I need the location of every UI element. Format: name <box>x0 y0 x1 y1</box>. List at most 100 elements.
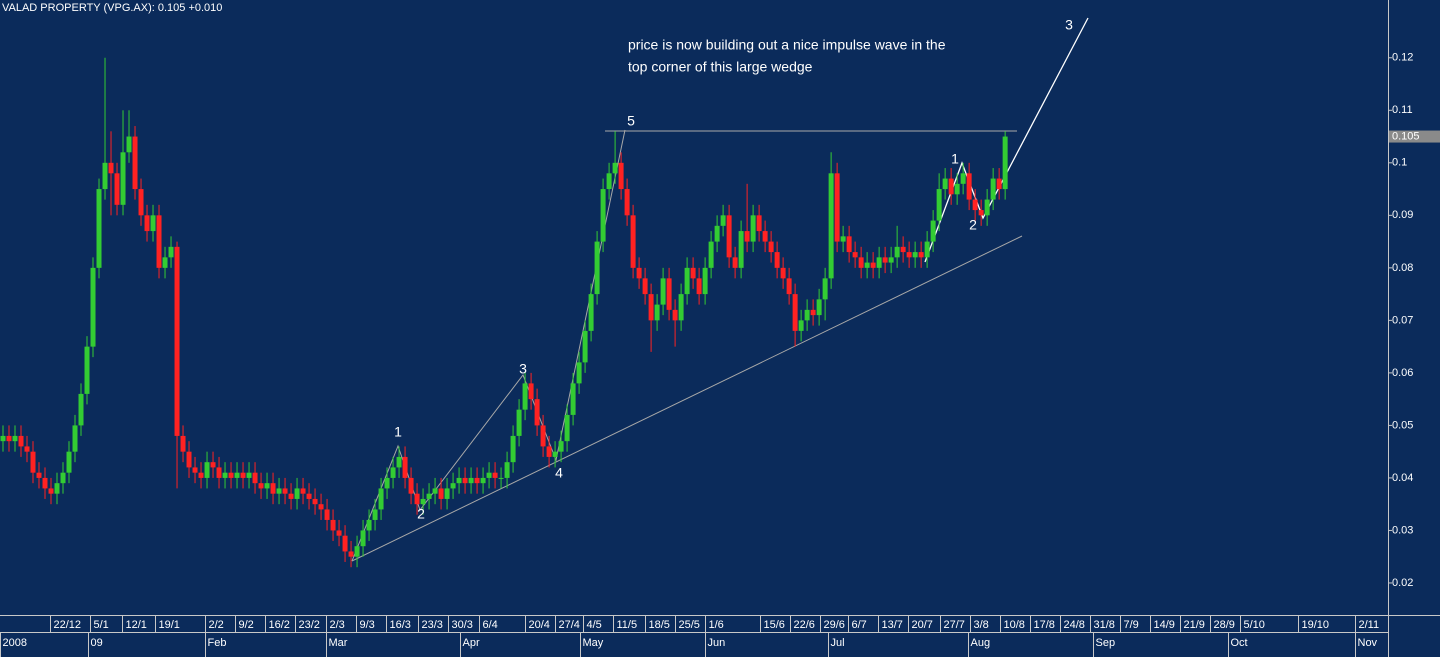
candle-body <box>198 472 204 478</box>
candle-body <box>534 399 540 426</box>
month-tick-label: Aug <box>971 637 991 649</box>
candle-body <box>996 178 1002 190</box>
support-trendline <box>351 235 1023 562</box>
candle-body <box>456 477 462 484</box>
wave-label: 2 <box>417 506 425 522</box>
candle-body <box>108 162 114 174</box>
month-tick-label: Oct <box>1231 637 1248 649</box>
candle-body <box>732 257 738 268</box>
candle-body <box>624 189 630 216</box>
x-tick-label: 5/10 <box>1244 619 1265 631</box>
candle-body <box>504 462 510 478</box>
candle-body <box>912 252 918 258</box>
x-tick-label: 16/2 <box>269 619 290 631</box>
candle-body <box>36 472 42 478</box>
candle-body <box>822 278 828 300</box>
candle-body <box>162 257 168 268</box>
candle-body <box>318 504 324 510</box>
x-tick-label: 29/6 <box>824 619 845 631</box>
candle-body <box>522 383 528 410</box>
candle-body <box>480 477 486 484</box>
candle-body <box>714 225 720 242</box>
candle-body <box>804 309 810 321</box>
x-tick-label: 15/6 <box>764 619 785 631</box>
candle-body <box>252 472 258 484</box>
candle-body <box>696 278 702 295</box>
candle-body <box>954 183 960 195</box>
x-tick-label: 1/6 <box>709 619 724 631</box>
candle-body <box>234 472 240 478</box>
candle-body <box>984 199 990 216</box>
candle-body <box>426 493 432 499</box>
x-tick-label: 30/3 <box>452 619 473 631</box>
wave-label: 5 <box>627 113 635 129</box>
candle-body <box>204 462 210 478</box>
candle-body <box>330 519 336 531</box>
candle-body <box>240 472 246 478</box>
candle-body <box>264 483 270 489</box>
x-tick-label: 2/11 <box>1359 619 1380 631</box>
x-tick-label: 7/9 <box>1124 619 1139 631</box>
x-tick-label: 23/2 <box>299 619 320 631</box>
candle-body <box>288 493 294 499</box>
candle-body <box>924 241 930 258</box>
x-tick-label: 23/3 <box>422 619 443 631</box>
month-tick-label: Mar <box>329 637 348 649</box>
candle-body <box>156 215 162 268</box>
candle-body <box>462 477 468 484</box>
candle-body <box>606 173 612 190</box>
x-tick-label: 5/1 <box>94 619 109 631</box>
candle-body <box>756 215 762 232</box>
candle-body <box>546 446 552 457</box>
candle-body <box>42 477 48 489</box>
candle-body <box>588 294 594 331</box>
candle-body <box>168 246 174 258</box>
x-tick-label: 25/5 <box>679 619 700 631</box>
candle-body <box>474 477 480 484</box>
candle-body <box>246 472 252 478</box>
candle-body <box>432 488 438 494</box>
candle-body <box>342 535 348 552</box>
candle-body <box>24 446 30 452</box>
y-tick-label: 0.09 <box>1392 209 1413 221</box>
x-tick-label: 13/7 <box>882 619 903 631</box>
candle-body <box>708 241 714 268</box>
candle-body <box>834 173 840 242</box>
candle-body <box>612 162 618 174</box>
candle-body <box>228 472 234 478</box>
candle-body <box>276 488 282 494</box>
candle-body <box>438 488 444 499</box>
candle-body <box>816 299 822 316</box>
candle-body <box>336 530 342 536</box>
x-tick-label: 2/2 <box>209 619 224 631</box>
candle-body <box>672 309 678 321</box>
last-price-label: 0.105 <box>1392 130 1420 142</box>
wave-label: 1 <box>394 424 402 440</box>
month-tick-label: Nov <box>1358 637 1378 649</box>
candle-body <box>54 483 60 494</box>
x-tick-label: 20/4 <box>529 619 550 631</box>
x-tick-label: 16/3 <box>390 619 411 631</box>
candle-body <box>144 215 150 232</box>
candle-body <box>186 451 192 468</box>
candle-body <box>174 246 180 436</box>
candle-body <box>150 215 156 232</box>
candle-body <box>666 278 672 310</box>
candle-body <box>1002 136 1008 190</box>
candle-body <box>594 241 600 295</box>
candle-body <box>786 278 792 295</box>
candle-body <box>792 294 798 331</box>
x-tick-label: 18/5 <box>649 619 670 631</box>
candle-body <box>636 267 642 279</box>
month-tick-label: Jul <box>831 637 845 649</box>
candle-body <box>660 278 666 305</box>
candle-body <box>12 435 18 442</box>
x-tick-label: 22/12 <box>54 619 82 631</box>
candle-body <box>192 467 198 473</box>
candle-body <box>618 162 624 190</box>
x-tick-label: 3/8 <box>974 619 989 631</box>
y-tick-label: 0.07 <box>1392 314 1413 326</box>
candle-body <box>384 477 390 489</box>
candle-body <box>84 346 90 394</box>
